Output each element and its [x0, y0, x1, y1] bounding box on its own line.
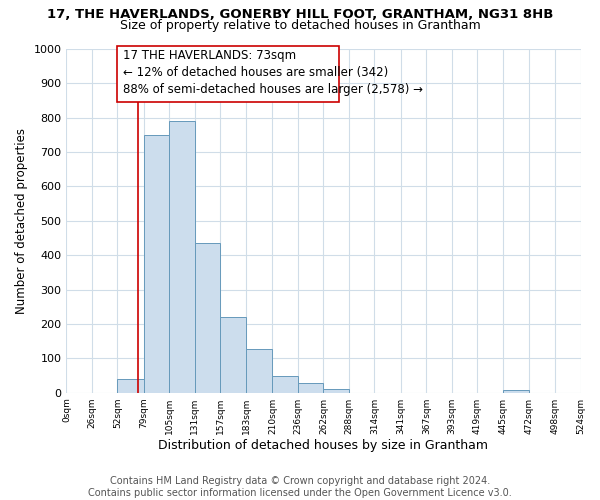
Text: 88% of semi-detached houses are larger (2,578) →: 88% of semi-detached houses are larger (… [122, 84, 422, 96]
Bar [272, 376, 298, 392]
Text: Contains HM Land Registry data © Crown copyright and database right 2024.
Contai: Contains HM Land Registry data © Crown c… [88, 476, 512, 498]
Text: ← 12% of detached houses are smaller (342): ← 12% of detached houses are smaller (34… [122, 66, 388, 80]
X-axis label: Distribution of detached houses by size in Grantham: Distribution of detached houses by size … [158, 440, 488, 452]
Bar [169, 121, 195, 392]
FancyBboxPatch shape [118, 46, 339, 102]
Bar [144, 135, 169, 392]
Text: 17 THE HAVERLANDS: 73sqm: 17 THE HAVERLANDS: 73sqm [122, 50, 296, 62]
Bar [323, 388, 349, 392]
Bar [503, 390, 529, 392]
Bar [220, 317, 246, 392]
Bar [246, 348, 272, 393]
Bar [118, 379, 144, 392]
Bar [195, 243, 220, 392]
Text: Size of property relative to detached houses in Grantham: Size of property relative to detached ho… [119, 18, 481, 32]
Bar [298, 384, 323, 392]
Text: 17, THE HAVERLANDS, GONERBY HILL FOOT, GRANTHAM, NG31 8HB: 17, THE HAVERLANDS, GONERBY HILL FOOT, G… [47, 8, 553, 20]
Y-axis label: Number of detached properties: Number of detached properties [15, 128, 28, 314]
